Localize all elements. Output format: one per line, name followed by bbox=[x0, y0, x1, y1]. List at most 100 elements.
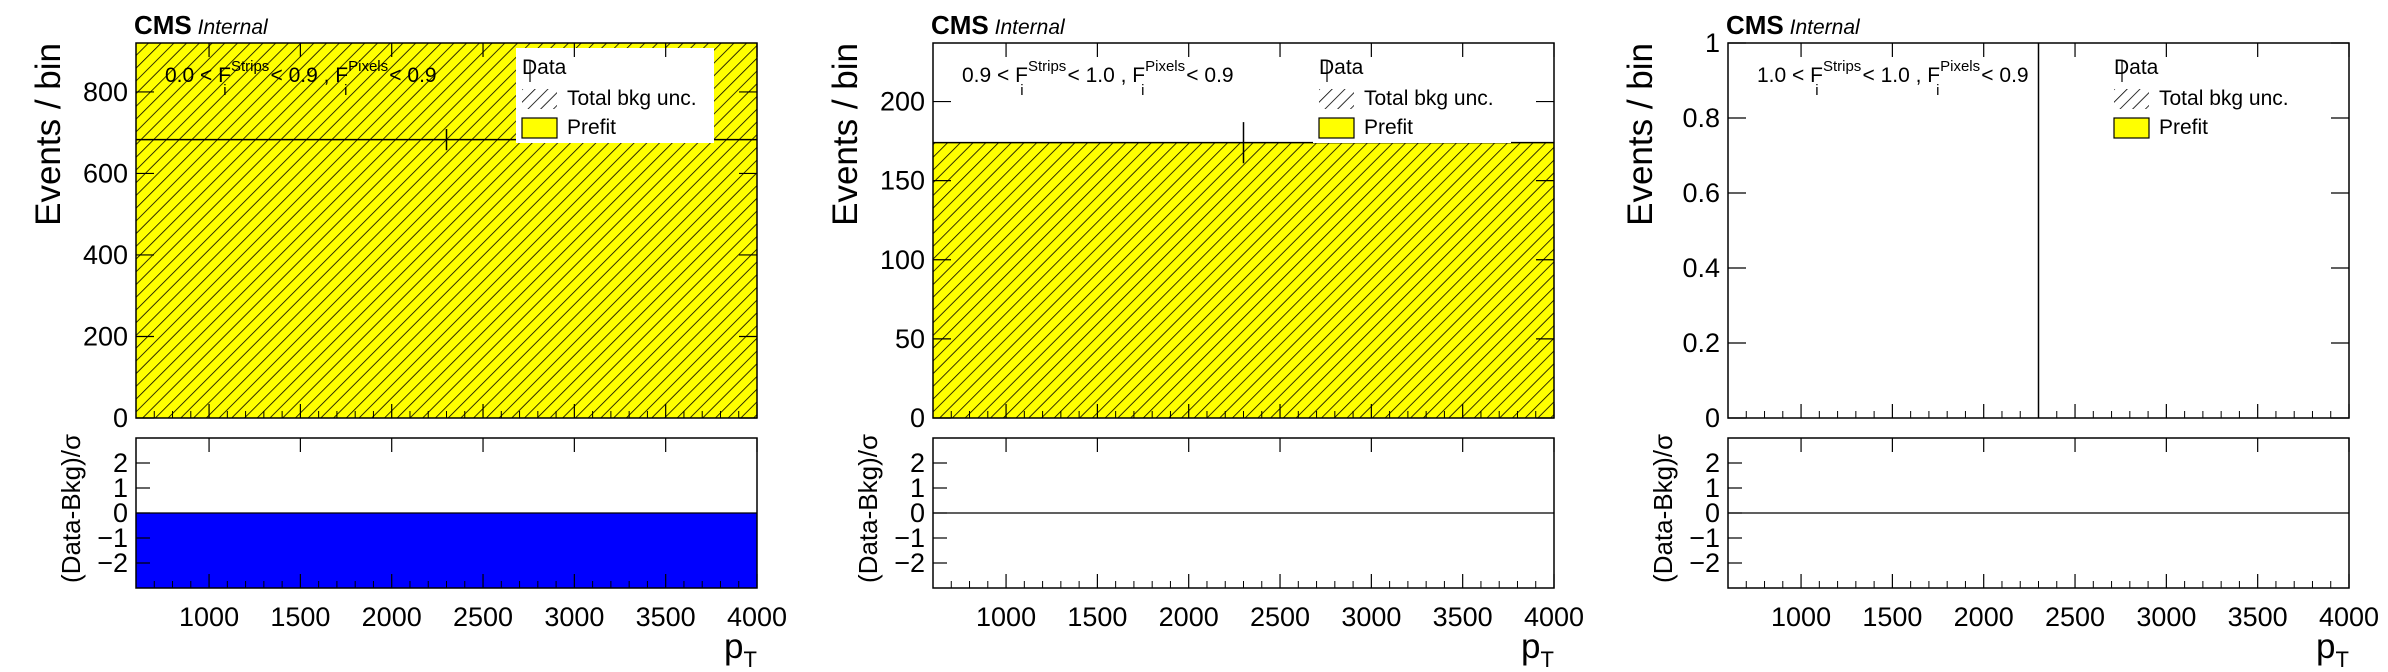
ratio-ytick-label: 2 bbox=[910, 448, 925, 478]
xtick-label: 3500 bbox=[1433, 602, 1493, 632]
xlabel: pT bbox=[724, 627, 757, 672]
xlabel-main: p bbox=[2316, 627, 2335, 666]
cut-sup-strips: Strips bbox=[1823, 58, 1861, 75]
ratio-ytick-label: 0 bbox=[910, 498, 925, 528]
cut-hi: < 1.0 , F bbox=[1062, 64, 1145, 87]
xlabel-sub: T bbox=[743, 647, 756, 672]
cut-label: 1.0 < FStrips i < 1.0 , FPixels i < 0.9 bbox=[1757, 58, 2029, 99]
xtick-label: 2500 bbox=[2045, 602, 2105, 632]
xtick-label: 2000 bbox=[362, 602, 422, 632]
legend-prefit-label: Prefit bbox=[1364, 116, 1413, 139]
ratio-ytick-label: −1 bbox=[894, 523, 925, 553]
xtick-label: 4000 bbox=[2319, 602, 2379, 632]
xlabel: pT bbox=[1521, 627, 1554, 672]
ratio-pad: 210−1−2 1000 1500 2000 2500 3000 3500 4000 (Data… bbox=[1648, 434, 2379, 672]
cut-sub-strips: i bbox=[223, 82, 226, 99]
xtick-label: 3000 bbox=[544, 602, 604, 632]
main-ytick-label: 0.4 bbox=[1682, 253, 1720, 283]
ratio-ytick-label: 1 bbox=[1705, 473, 1720, 503]
ratio-ytick-label: 1 bbox=[113, 473, 128, 503]
legend-data-label: Data bbox=[522, 56, 567, 79]
xtick-label: 1000 bbox=[976, 602, 1036, 632]
main-ylabel: Events / bin bbox=[826, 43, 865, 226]
main-ytick-label: 0 bbox=[910, 403, 925, 433]
main-ytick-label: 600 bbox=[83, 158, 128, 188]
cut-lo: 0.0 < F bbox=[165, 64, 231, 87]
xlabel-main: p bbox=[724, 627, 743, 666]
main-ytick-label: 800 bbox=[83, 77, 128, 107]
legend-prefit-label: Prefit bbox=[2159, 116, 2208, 139]
legend-unc-swatch bbox=[522, 89, 557, 109]
cut-sub-strips: i bbox=[1020, 82, 1023, 99]
ratio-ylabel: (Data-Bkg)/σ bbox=[853, 434, 883, 583]
xtick-label: 3000 bbox=[1341, 602, 1401, 632]
ratio-ytick-label: −2 bbox=[97, 548, 128, 578]
xtick-label: 1500 bbox=[270, 602, 330, 632]
xtick-label: 2000 bbox=[1159, 602, 1219, 632]
legend-prefit-label: Prefit bbox=[567, 116, 616, 139]
ratio-ytick-label: 0 bbox=[1705, 498, 1720, 528]
cut-lo: 0.9 < F bbox=[962, 64, 1028, 87]
internal-text: Internal bbox=[1784, 16, 1861, 39]
main-ytick-label: 200 bbox=[880, 87, 925, 117]
main-ytick-label: 0.6 bbox=[1682, 178, 1720, 208]
main-ytick-label: 0 bbox=[113, 403, 128, 433]
ratio-ylabel: (Data-Bkg)/σ bbox=[1648, 434, 1678, 583]
legend-unc-swatch bbox=[1319, 89, 1354, 109]
ratio-ytick-label: 0 bbox=[113, 498, 128, 528]
ratio-ytick-label: −1 bbox=[1689, 523, 1720, 553]
cut-sub-strips: i bbox=[1815, 82, 1818, 99]
main-ytick-label: 50 bbox=[895, 324, 925, 354]
xtick-label: 1000 bbox=[179, 602, 239, 632]
unc-band bbox=[933, 142, 1554, 419]
cut-sup-strips: Strips bbox=[231, 58, 269, 75]
ratio-ytick-label: −1 bbox=[97, 523, 128, 553]
cut-lo: 1.0 < F bbox=[1757, 64, 1823, 87]
xtick-label: 3000 bbox=[2136, 602, 2196, 632]
ratio-ytick-label: 2 bbox=[113, 448, 128, 478]
xtick-label: 2500 bbox=[453, 602, 513, 632]
cms-label: CMS Internal bbox=[134, 10, 269, 40]
cut-sup-pixels: Pixels bbox=[348, 58, 388, 75]
cut-sup-pixels: Pixels bbox=[1940, 58, 1980, 75]
cut-label: 0.0 < FStrips i < 0.9 , FPixels i < 0.9 bbox=[165, 58, 437, 99]
legend-unc-label: Total bkg unc. bbox=[567, 87, 697, 110]
cut-pix-hi: < 0.9 bbox=[383, 64, 436, 87]
cms-text: CMS bbox=[134, 10, 192, 40]
main-ytick-label: 100 bbox=[880, 245, 925, 275]
main-ytick-label: 400 bbox=[83, 240, 128, 270]
cut-hi: < 1.0 , F bbox=[1857, 64, 1940, 87]
xlabel-sub: T bbox=[1540, 647, 1553, 672]
cms-text: CMS bbox=[931, 10, 989, 40]
xtick-label: 1500 bbox=[1067, 602, 1127, 632]
main-ylabel: Events / bin bbox=[29, 43, 68, 226]
ratio-pad: 210−1−2 1000 1500 2000 2500 3000 3500 4000 (Data… bbox=[56, 434, 787, 672]
main-ytick-label: 1 bbox=[1705, 28, 1720, 58]
ratio-ylabel: (Data-Bkg)/σ bbox=[56, 434, 86, 583]
legend-prefit-swatch bbox=[1318, 117, 1355, 139]
xtick-label: 4000 bbox=[1524, 602, 1584, 632]
legend-unc-label: Total bkg unc. bbox=[2159, 87, 2289, 110]
main-ytick-label: 0.8 bbox=[1682, 103, 1720, 133]
legend-prefit-swatch bbox=[2113, 117, 2150, 139]
main-ylabel: Events / bin bbox=[1621, 43, 1660, 226]
xtick-label: 1500 bbox=[1862, 602, 1922, 632]
ratio-ytick-label: 1 bbox=[910, 473, 925, 503]
main-ytick-label: 200 bbox=[83, 321, 128, 351]
cut-sup-strips: Strips bbox=[1028, 58, 1066, 75]
xtick-label: 2500 bbox=[1250, 602, 1310, 632]
pull-bar bbox=[136, 513, 757, 588]
xlabel: pT bbox=[2316, 627, 2349, 672]
legend-unc-label: Total bkg unc. bbox=[1364, 87, 1494, 110]
cut-label: 0.9 < FStrips i < 1.0 , FPixels i < 0.9 bbox=[962, 58, 1234, 99]
ratio-ytick-label: 2 bbox=[1705, 448, 1720, 478]
main-ytick-label: 0.2 bbox=[1682, 328, 1720, 358]
